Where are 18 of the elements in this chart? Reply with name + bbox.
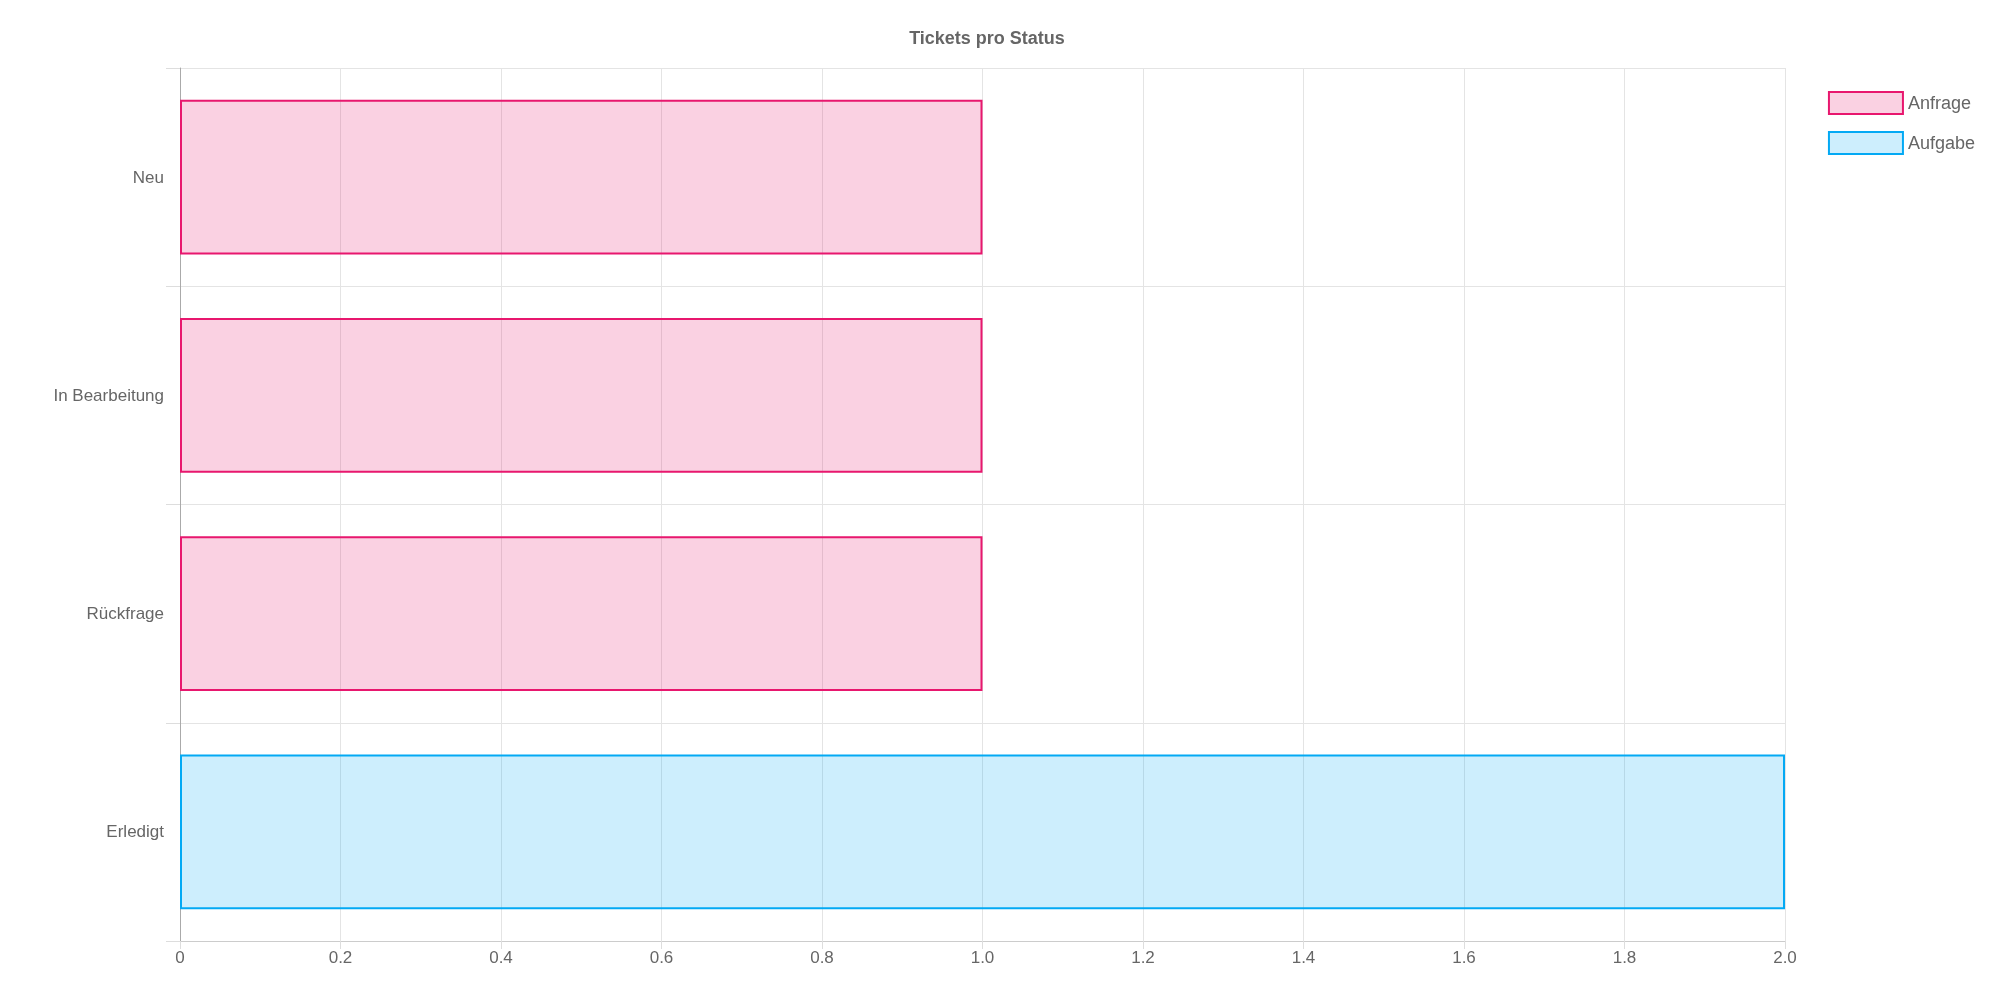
y-tick-label: Rückfrage: [86, 604, 164, 624]
x-tick-label: 0: [175, 948, 185, 967]
x-tick-label: 1.4: [1291, 948, 1316, 967]
y-tick-label: Erledigt: [106, 822, 165, 842]
x-tick-label: 2.0: [1773, 948, 1797, 967]
x-tick-label: 1.8: [1612, 948, 1637, 967]
y-tick-label: In Bearbeitung: [53, 385, 164, 405]
chart-title: Tickets pro Status: [909, 28, 1065, 48]
legend-label: Aufgabe: [1907, 133, 1975, 153]
x-tick-label: 0.2: [328, 948, 353, 967]
x-tick-label: 1.6: [1452, 948, 1476, 967]
x-tick-label: 0.8: [810, 948, 834, 967]
x-tick-label: 1.0: [970, 948, 995, 967]
legend-label: Anfrage: [1907, 93, 1971, 113]
y-tick-label: Neu: [132, 167, 164, 187]
x-tick-label: 1.2: [1131, 948, 1155, 967]
x-tick-label: 0.6: [649, 948, 674, 967]
x-tick-label: 0.4: [489, 948, 513, 967]
